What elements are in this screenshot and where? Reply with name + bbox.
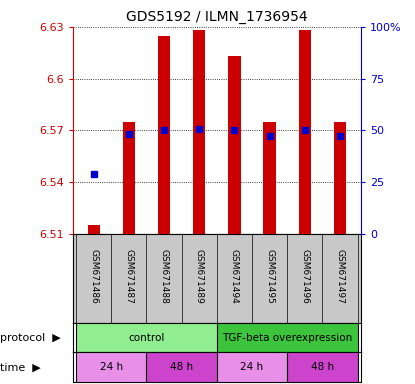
Text: GSM671486: GSM671486 [89,249,98,304]
Bar [88,225,100,234]
Text: GSM671495: GSM671495 [265,249,274,304]
Bar [158,35,170,234]
Text: TGF-beta overexpression: TGF-beta overexpression [222,333,352,343]
Bar [76,353,146,382]
Text: 24 h: 24 h [100,362,123,372]
Bar [193,30,205,234]
Text: GSM671488: GSM671488 [160,249,168,304]
Text: time  ▶: time ▶ [0,362,41,372]
Bar [264,122,276,234]
Bar [146,353,217,382]
Text: GSM671489: GSM671489 [195,249,204,304]
Bar [228,56,241,234]
Bar [217,353,287,382]
Text: 48 h: 48 h [311,362,334,372]
Bar [287,353,358,382]
Text: GSM671496: GSM671496 [300,249,309,304]
Text: control: control [128,333,165,343]
Text: GSM671497: GSM671497 [335,249,344,304]
Text: GSM671494: GSM671494 [230,249,239,304]
Title: GDS5192 / ILMN_1736954: GDS5192 / ILMN_1736954 [126,10,308,25]
Bar [299,30,311,234]
Bar [76,323,217,353]
Bar [217,323,358,353]
Text: 24 h: 24 h [240,362,264,372]
Bar [334,122,346,234]
Text: GSM671487: GSM671487 [124,249,133,304]
Text: 48 h: 48 h [170,362,193,372]
Text: protocol  ▶: protocol ▶ [0,333,61,343]
Bar [123,122,135,234]
